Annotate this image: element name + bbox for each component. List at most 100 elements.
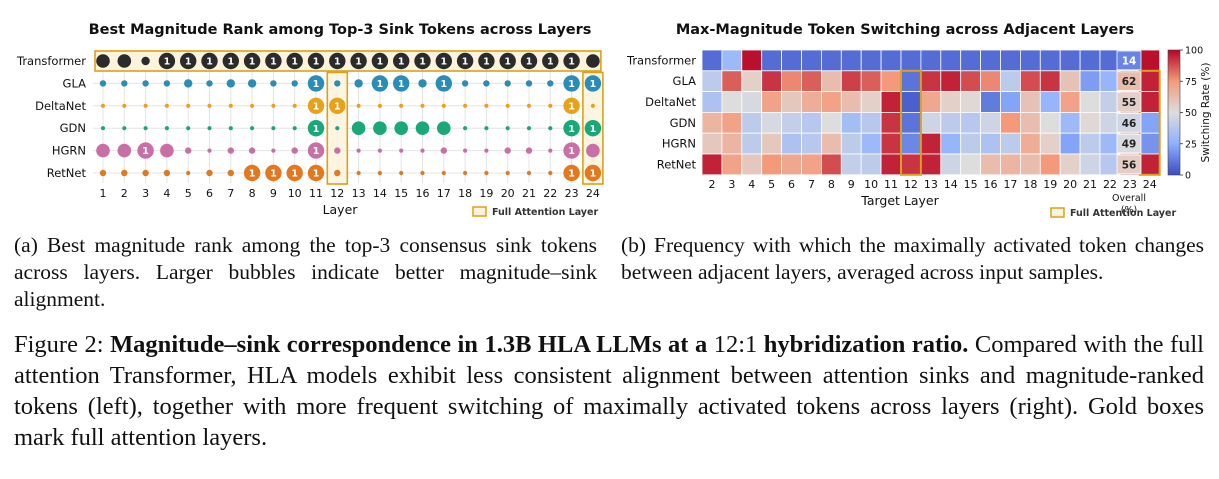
overall-value: 14 bbox=[1122, 55, 1137, 67]
x-tick-label: 22 bbox=[543, 187, 557, 200]
bubble bbox=[243, 164, 261, 182]
heatmap-cell bbox=[1019, 91, 1041, 113]
x-tick-label: 15 bbox=[394, 187, 408, 200]
bubble-label: 1 bbox=[249, 169, 256, 180]
bubble bbox=[504, 147, 511, 154]
bubble-label: 1 bbox=[462, 57, 469, 68]
bubble bbox=[563, 97, 580, 115]
overall-label-2: (%) bbox=[1121, 205, 1137, 216]
heatmap-cell bbox=[1079, 112, 1101, 134]
figure-body: Compared with the full attention Transfo… bbox=[14, 331, 1204, 451]
heatmap-cell bbox=[721, 91, 743, 113]
bubble-label: 1 bbox=[355, 57, 362, 68]
row-label: Transformer bbox=[626, 53, 696, 67]
bubble bbox=[420, 170, 425, 176]
x-tick-label: 8 bbox=[249, 187, 256, 200]
bubble bbox=[351, 121, 366, 135]
bubble-label: 1 bbox=[227, 57, 234, 68]
heatmap-cell bbox=[1139, 153, 1161, 176]
x-tick-label: 21 bbox=[522, 187, 536, 200]
bubble bbox=[186, 170, 191, 176]
bubble bbox=[420, 148, 425, 153]
heatmap-cell bbox=[1000, 70, 1021, 93]
heatmap-cell bbox=[781, 112, 802, 134]
bubble bbox=[227, 147, 234, 154]
bubble-label: 1 bbox=[590, 79, 597, 90]
heatmap-cell bbox=[900, 153, 922, 176]
heatmap-cell bbox=[701, 49, 723, 72]
bubble bbox=[335, 126, 340, 131]
colorbar-tick-label: 0 bbox=[1185, 171, 1191, 182]
bubble bbox=[463, 170, 468, 176]
heatmap-cell bbox=[980, 70, 1001, 93]
heatmap-cell bbox=[860, 153, 882, 176]
heatmap-cell bbox=[920, 132, 942, 155]
heatmap-cell bbox=[960, 153, 982, 176]
bubble bbox=[548, 148, 553, 153]
bubble bbox=[526, 170, 532, 176]
x-tick-label: 10 bbox=[864, 178, 878, 191]
bubble bbox=[307, 142, 325, 159]
bubble bbox=[99, 169, 107, 177]
heatmap-cell bbox=[1059, 112, 1081, 134]
bubble bbox=[505, 103, 510, 108]
heatmap-cell bbox=[741, 153, 763, 176]
x-tick-label: 13 bbox=[352, 187, 366, 200]
heatmap-cell bbox=[721, 132, 743, 155]
bubble bbox=[354, 79, 363, 88]
heatmap-cell bbox=[840, 132, 862, 155]
bubble bbox=[584, 120, 602, 137]
bubble-label: 1 bbox=[313, 57, 320, 68]
x-tick-label: 4 bbox=[163, 187, 170, 200]
subfigure-b-caption: (b) Frequency with which the maximally a… bbox=[621, 233, 1204, 284]
heatmap-cell bbox=[801, 70, 822, 93]
heatmap-cell bbox=[900, 49, 922, 72]
heatmap-cell bbox=[900, 112, 922, 134]
bubble bbox=[222, 52, 239, 70]
heatmap-cell bbox=[701, 91, 723, 113]
bubble bbox=[584, 164, 602, 182]
bubble bbox=[371, 75, 389, 92]
bubble bbox=[243, 52, 261, 70]
bubble bbox=[184, 79, 193, 88]
heatmap-cell bbox=[1139, 70, 1161, 93]
heatmap-cell bbox=[1139, 91, 1161, 113]
x-tick-label: 22 bbox=[1103, 178, 1117, 191]
bubble bbox=[356, 170, 361, 176]
bubble bbox=[463, 103, 468, 108]
heatmap-cell bbox=[1019, 49, 1041, 72]
x-tick-label: 1 bbox=[100, 187, 107, 200]
bubble bbox=[415, 121, 430, 135]
legend-label: Full Attention Layer bbox=[492, 207, 598, 218]
bubble bbox=[334, 169, 341, 177]
heatmap-cell bbox=[980, 91, 1001, 113]
bubble bbox=[399, 103, 404, 108]
bubble-label: 1 bbox=[419, 57, 426, 68]
chart-b-xlabel: Target Layer bbox=[860, 193, 939, 208]
heatmap-cell bbox=[741, 70, 763, 93]
bubble bbox=[563, 52, 580, 70]
bubble bbox=[590, 103, 596, 108]
bubble-label: 1 bbox=[483, 57, 490, 68]
bubble bbox=[247, 79, 257, 88]
bubble bbox=[164, 103, 169, 108]
bubble bbox=[526, 126, 532, 131]
row-label: Transformer bbox=[16, 54, 86, 68]
heatmap-cell bbox=[1000, 132, 1021, 155]
bubble-label: 1 bbox=[568, 101, 575, 112]
heatmap-cell bbox=[801, 91, 822, 113]
heatmap-cell bbox=[940, 132, 962, 155]
heatmap-cell bbox=[920, 70, 942, 93]
bubble bbox=[505, 170, 510, 176]
x-tick-label: 11 bbox=[309, 187, 323, 200]
x-tick-label: 18 bbox=[458, 187, 472, 200]
heatmap-cell bbox=[1079, 132, 1101, 155]
bubble bbox=[271, 126, 276, 131]
heatmap-cell bbox=[1059, 70, 1081, 93]
bubble bbox=[525, 80, 533, 87]
bubble bbox=[483, 80, 490, 87]
heatmap-cell bbox=[880, 153, 902, 176]
x-tick-label: 23 bbox=[565, 187, 579, 200]
bubble-label: 1 bbox=[568, 169, 575, 180]
overall-cell bbox=[1116, 154, 1142, 175]
